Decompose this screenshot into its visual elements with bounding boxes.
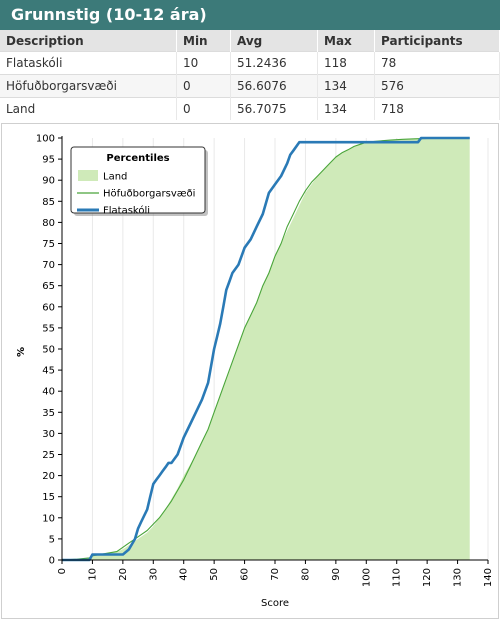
cell-participants: 576 [374,74,500,98]
cell-participants: 718 [374,97,500,120]
x-tick-label: 120 [422,568,433,587]
y-tick-label: 35 [42,408,55,419]
percentile-chart: 0 5 10 15 20 25 30 35 40 45 50 55 60 65 70 75 80 85 90 95 10… [16,134,494,610]
x-tick-label: 100 [361,568,372,587]
y-tick-label: 40 [42,387,55,398]
table-row: Land 0 56.7075 134 718 [0,97,500,120]
cell-min: 10 [176,51,231,75]
y-tick-label: 95 [42,155,55,166]
axis-layer: 0 5 10 15 20 25 30 35 40 45 50 55 60 65 70 75 80 85 90 95 10… [36,134,494,588]
legend-items: Land Höfuðborgarsvæði Flataskóli [77,170,195,217]
x-tick-label: 30 [148,568,159,581]
legend-swatch-land [78,170,98,181]
page-title: Grunnstig (10-12 ára) [11,5,207,24]
y-tick-label: 75 [42,239,55,250]
y-tick-label: 30 [42,429,55,440]
column-header-max: Max [317,30,375,52]
x-tick-label: 110 [392,568,403,587]
cell-participants: 78 [374,51,500,75]
y-tick-label: 100 [36,134,55,145]
x-tick-label: 140 [483,568,494,587]
x-tick-label: 10 [87,568,98,581]
column-header-avg: Avg [230,30,318,52]
y-tick-label: 70 [42,260,55,271]
table-header-row: Description Min Avg Max Participants [0,30,500,52]
cell-description: Land [0,97,177,120]
cell-max: 134 [317,97,375,120]
legend-label-hofudborgarsvaedi: Höfuðborgarsvæði [103,189,195,200]
column-header-description: Description [0,30,177,52]
cell-min: 0 [176,97,231,120]
x-tick-label: 0 [57,568,68,574]
table-row: Flataskóli 10 51.2436 118 78 [0,51,500,75]
legend-box [70,146,206,214]
y-tick-label: 90 [42,176,55,187]
cell-avg: 51.2436 [230,51,318,75]
x-tick-label: 50 [209,568,220,581]
legend-label-flataskoli: Flataskóli [103,205,150,217]
x-tick-label: 130 [453,568,464,587]
cell-max: 134 [317,74,375,98]
y-tick-label: 10 [42,513,55,524]
y-tick-label: 60 [42,302,55,313]
cell-description: Höfuðborgarsvæði [0,74,177,98]
y-tick-label: 80 [42,218,55,229]
y-tick-label: 20 [42,471,55,482]
column-header-participants: Participants [374,30,500,52]
x-tick-label: 60 [240,568,251,581]
y-tick-label: 45 [42,366,55,377]
series-line-flataskoli [62,136,470,562]
series-area-land [62,138,470,560]
y-tick-label: 65 [42,281,55,292]
y-tick-label: 5 [49,534,55,545]
x-tick-label: 40 [179,568,190,581]
y-tick-label: 15 [42,492,55,503]
y-tick-label: 0 [49,556,55,567]
cell-avg: 56.7075 [230,97,318,120]
legend-label-land: Land [103,172,127,183]
x-axis-label: Score [261,598,289,609]
y-tick-label: 50 [42,345,55,356]
legend-title: Percentiles [106,153,169,164]
y-tick-label: 55 [42,323,55,334]
title-bar: Grunnstig (10-12 ára) [0,0,500,30]
table-row: Höfuðborgarsvæði 0 56.6076 134 576 [0,74,500,98]
cell-description: Flataskóli [0,51,177,75]
chart-legend: Percentiles Land Höfuðborgarsvæði Flataskó… [70,146,208,217]
cell-avg: 56.6076 [230,74,318,98]
x-tick-label: 80 [300,568,311,581]
series-layer [61,136,470,562]
x-tick-label: 70 [270,568,281,581]
y-tick-label: 25 [42,450,55,461]
x-tick-label: 90 [331,568,342,581]
y-axis-label: % [16,347,27,357]
cell-max: 118 [317,51,375,75]
chart-panel: 0 5 10 15 20 25 30 35 40 45 50 55 60 65 70 75 80 85 90 95 10… [1,123,499,619]
y-tick-label: 85 [42,197,55,208]
stats-table: Description Min Avg Max Participants Fla… [0,30,500,120]
x-tick-label: 20 [118,568,129,581]
column-header-min: Min [176,30,231,52]
cell-min: 0 [176,74,231,98]
